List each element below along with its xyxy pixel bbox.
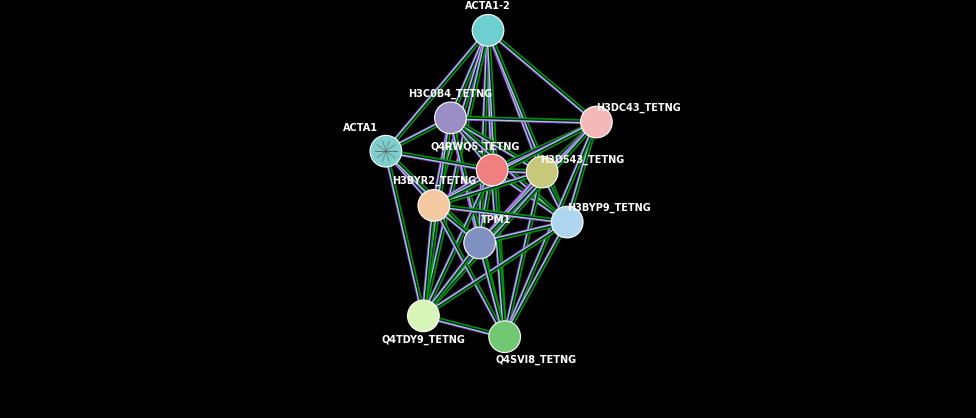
Circle shape — [489, 321, 520, 352]
Circle shape — [464, 227, 496, 259]
Circle shape — [551, 206, 583, 238]
Text: Q4RWQ5_TETNG: Q4RWQ5_TETNG — [430, 142, 520, 152]
Text: Q4SVI8_TETNG: Q4SVI8_TETNG — [496, 354, 577, 365]
Text: H3C0B4_TETNG: H3C0B4_TETNG — [408, 89, 493, 99]
Text: TPM1: TPM1 — [481, 215, 511, 225]
Circle shape — [581, 106, 612, 138]
Text: Q4TDY9_TETNG: Q4TDY9_TETNG — [382, 335, 466, 345]
Circle shape — [434, 102, 467, 134]
Text: H3D543_TETNG: H3D543_TETNG — [540, 154, 624, 165]
Text: H3BYR2_TETNG: H3BYR2_TETNG — [391, 176, 476, 186]
Text: H3DC43_TETNG: H3DC43_TETNG — [595, 102, 680, 112]
Circle shape — [472, 15, 504, 46]
Circle shape — [418, 189, 450, 221]
Text: ACTA1: ACTA1 — [344, 123, 379, 133]
Circle shape — [408, 300, 439, 332]
Text: ACTA1-2: ACTA1-2 — [466, 1, 510, 11]
Circle shape — [526, 156, 558, 188]
Circle shape — [476, 154, 508, 186]
Text: H3BYP9_TETNG: H3BYP9_TETNG — [567, 202, 651, 213]
Circle shape — [370, 135, 402, 167]
